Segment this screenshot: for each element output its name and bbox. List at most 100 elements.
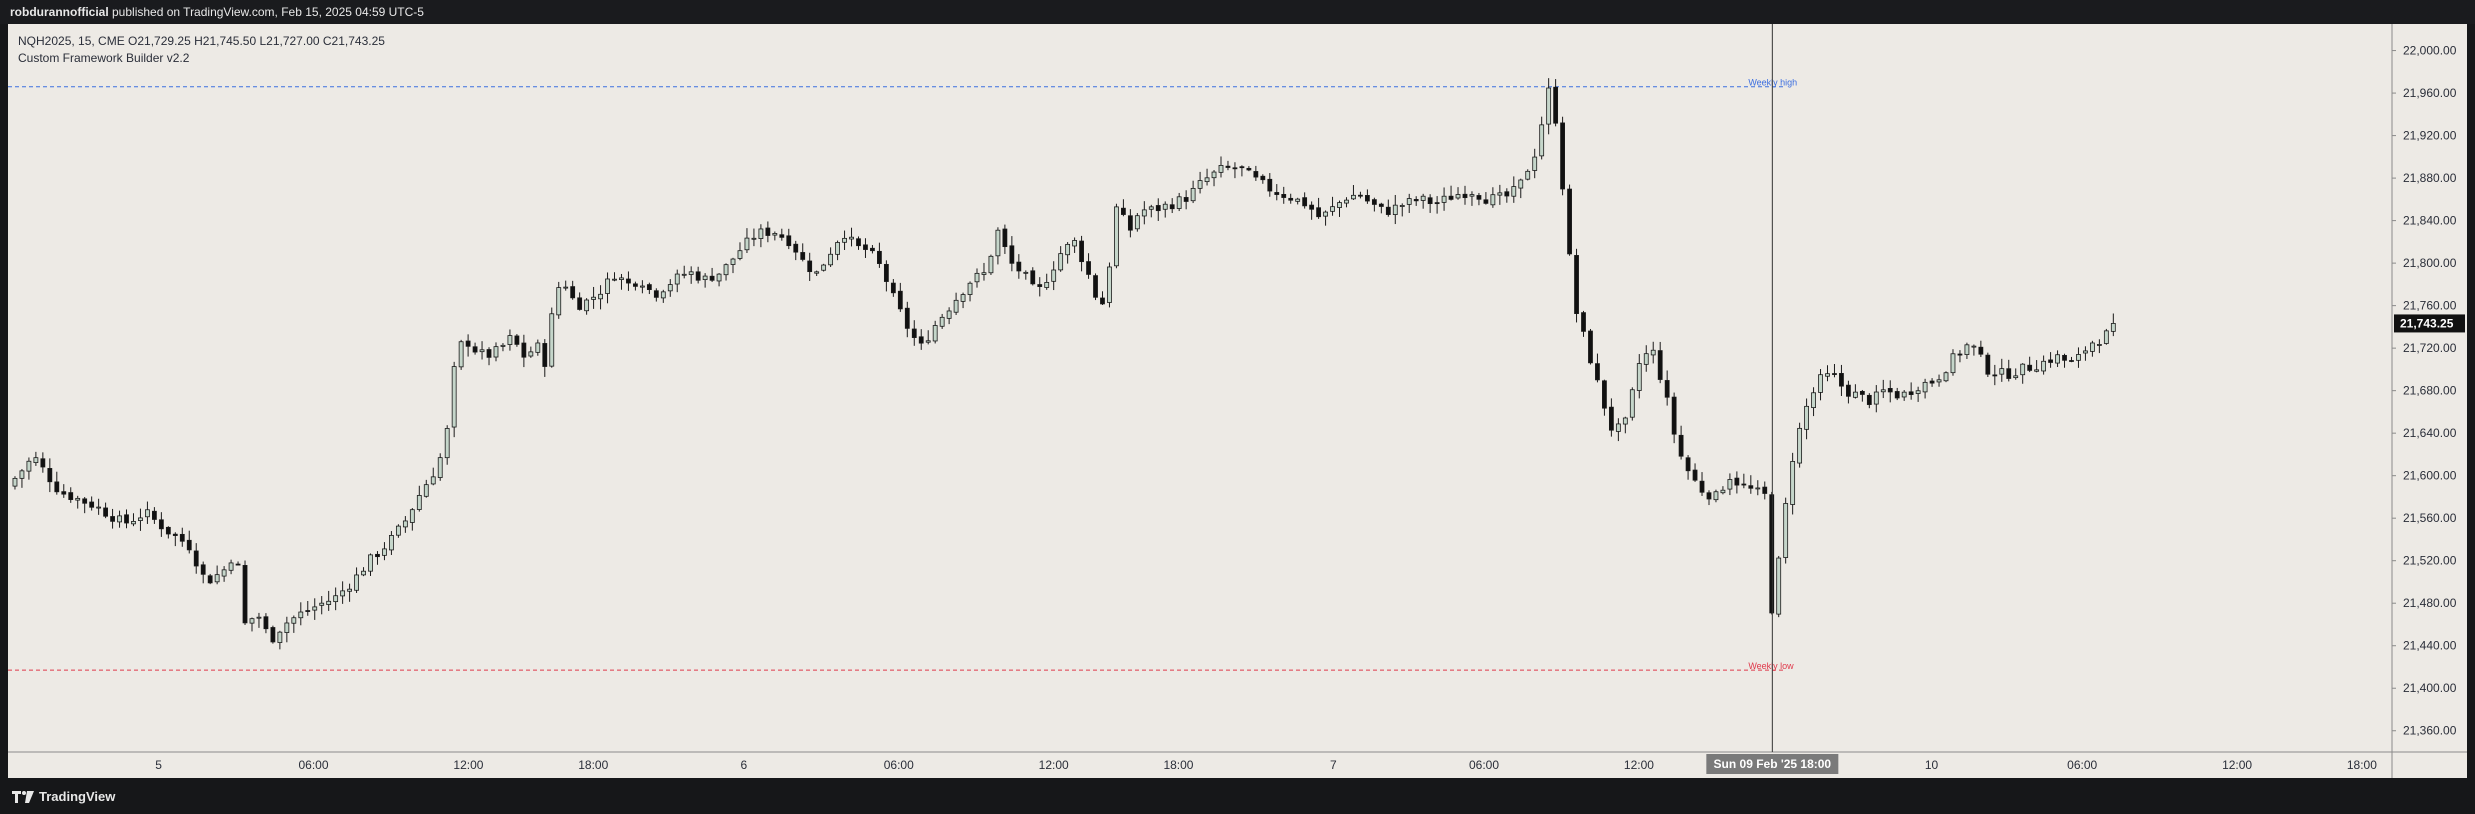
candle-up[interactable]	[1776, 555, 1782, 618]
candle-up[interactable]	[772, 231, 778, 241]
candle-up[interactable]	[500, 343, 506, 352]
candle-down[interactable]	[1692, 463, 1698, 482]
candle-up[interactable]	[1873, 385, 1879, 413]
candle-down[interactable]	[1657, 341, 1663, 384]
candle-down[interactable]	[54, 471, 60, 495]
candle-down[interactable]	[103, 502, 108, 519]
candle-down[interactable]	[486, 347, 492, 366]
chart-pane[interactable]	[8, 24, 2467, 778]
candle-down[interactable]	[110, 508, 115, 529]
candle-up[interactable]	[75, 495, 81, 509]
candle-up[interactable]	[932, 320, 938, 344]
candle-up[interactable]	[1713, 489, 1719, 503]
candle-up[interactable]	[458, 339, 464, 370]
candle-up[interactable]	[535, 339, 541, 356]
candle-up[interactable]	[395, 524, 401, 538]
candle-down[interactable]	[235, 561, 241, 566]
candle-down[interactable]	[1553, 79, 1559, 127]
candle-up[interactable]	[382, 542, 387, 561]
candle-up[interactable]	[1797, 422, 1803, 468]
candle-up[interactable]	[1790, 452, 1796, 515]
candle-up[interactable]	[1755, 480, 1761, 496]
candle-up[interactable]	[214, 565, 220, 585]
candle-down[interactable]	[186, 530, 192, 554]
candle-down[interactable]	[1608, 398, 1614, 437]
candle-up[interactable]	[277, 630, 283, 650]
candle-up[interactable]	[1337, 200, 1342, 217]
candle-up[interactable]	[368, 553, 373, 576]
indicator-name[interactable]: Custom Framework Builder v2.2	[18, 51, 190, 65]
candle-down[interactable]	[1183, 190, 1189, 210]
candle-up[interactable]	[402, 516, 408, 533]
candle-up[interactable]	[821, 263, 827, 272]
candle-up[interactable]	[333, 587, 339, 611]
candle-up[interactable]	[730, 257, 736, 274]
candle-down[interactable]	[1595, 353, 1600, 383]
candle-up[interactable]	[1971, 344, 1977, 356]
candle-down[interactable]	[1567, 184, 1572, 256]
candle-down[interactable]	[1281, 186, 1287, 204]
candle-down[interactable]	[1037, 277, 1043, 297]
candle-down[interactable]	[1030, 267, 1036, 286]
candle-up[interactable]	[1650, 341, 1656, 364]
candle-up[interactable]	[563, 280, 569, 291]
candle-down[interactable]	[1309, 201, 1315, 220]
candle-up[interactable]	[598, 285, 603, 310]
candle-down[interactable]	[1225, 160, 1231, 171]
candle-down[interactable]	[1385, 199, 1391, 217]
candle-up[interactable]	[1441, 187, 1447, 211]
candle-up[interactable]	[1134, 213, 1140, 232]
candle-up[interactable]	[361, 567, 366, 577]
candle-up[interactable]	[1818, 369, 1823, 401]
candle-down[interactable]	[626, 271, 631, 291]
candle-down[interactable]	[1908, 382, 1914, 400]
candle-down[interactable]	[1086, 253, 1091, 279]
candle-up[interactable]	[131, 513, 136, 527]
candle-up[interactable]	[591, 286, 596, 309]
candle-down[interactable]	[61, 484, 67, 498]
candle-down[interactable]	[151, 507, 157, 524]
candle-down[interactable]	[165, 526, 171, 539]
candle-down[interactable]	[709, 267, 715, 282]
candle-down[interactable]	[653, 288, 659, 302]
candle-up[interactable]	[326, 590, 332, 611]
candle-down[interactable]	[263, 613, 269, 634]
candle-up[interactable]	[681, 265, 687, 279]
candle-up[interactable]	[2041, 355, 2047, 375]
candle-down[interactable]	[1839, 364, 1844, 396]
candle-up[interactable]	[688, 266, 694, 284]
candle-down[interactable]	[1699, 472, 1705, 496]
candle-up[interactable]	[1351, 185, 1356, 200]
candle-down[interactable]	[1371, 197, 1377, 212]
candle-down[interactable]	[1358, 191, 1363, 199]
candle-up[interactable]	[312, 598, 318, 620]
candle-up[interactable]	[1622, 416, 1628, 434]
candle-down[interactable]	[1127, 209, 1133, 238]
candle-up[interactable]	[347, 583, 352, 602]
candle-down[interactable]	[1100, 291, 1105, 305]
candle-up[interactable]	[1023, 270, 1029, 280]
candle-down[interactable]	[1413, 196, 1419, 206]
candle-down[interactable]	[1685, 455, 1691, 480]
candle-up[interactable]	[1058, 246, 1064, 272]
candle-down[interactable]	[646, 282, 652, 295]
candle-up[interactable]	[249, 617, 255, 632]
candle-down[interactable]	[863, 238, 868, 258]
candle-down[interactable]	[786, 228, 792, 250]
candle-up[interactable]	[340, 581, 346, 604]
candle-down[interactable]	[1859, 389, 1865, 402]
candle-down[interactable]	[40, 452, 46, 473]
candle-up[interactable]	[12, 476, 18, 490]
candle-up[interactable]	[988, 254, 994, 276]
candle-up[interactable]	[667, 279, 673, 297]
candle-up[interactable]	[416, 485, 422, 512]
candle-up[interactable]	[814, 270, 820, 277]
candle-down[interactable]	[521, 334, 527, 368]
candle-down[interactable]	[918, 329, 924, 350]
candle-down[interactable]	[68, 487, 74, 503]
candle-down[interactable]	[1093, 273, 1098, 301]
candle-down[interactable]	[465, 334, 471, 357]
candle-up[interactable]	[744, 228, 750, 254]
candle-up[interactable]	[1943, 371, 1949, 383]
candle-down[interactable]	[1748, 475, 1754, 494]
